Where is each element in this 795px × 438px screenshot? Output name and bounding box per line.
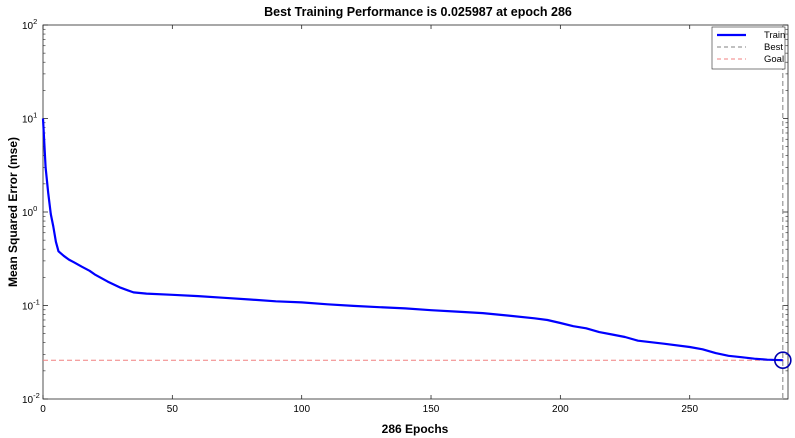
series-layer — [41, 25, 792, 399]
x-tick-label: 50 — [167, 404, 179, 415]
x-axis-label: 286 Epochs — [382, 422, 449, 436]
legend-goal-label: Goal — [764, 54, 784, 65]
plot-area — [42, 24, 789, 400]
y-tick-label: 101 — [22, 111, 37, 126]
x-tick-label: 250 — [681, 404, 698, 415]
x-tick-label: 200 — [552, 404, 569, 415]
x-tick-label: 100 — [293, 404, 310, 415]
y-tick-label: 10-2 — [22, 391, 40, 406]
legend-train-label: Train — [764, 30, 785, 41]
x-tick-label: 0 — [40, 404, 46, 415]
best-point-marker — [774, 351, 792, 370]
y-axis-ticks: 10-2 10-1 100 101 102 — [22, 17, 788, 406]
x-axis-ticks: 0 50 100 150 200 250 — [40, 25, 698, 415]
y-tick-label: 100 — [22, 204, 37, 219]
chart-title: Best Training Performance is 0.025987 at… — [264, 5, 572, 19]
train-line — [41, 118, 783, 362]
y-axis-label: Mean Squared Error (mse) — [6, 137, 20, 287]
legend: Train Best Goal — [711, 26, 786, 70]
y-tick-label: 10-1 — [22, 298, 40, 313]
y-tick-label: 102 — [22, 17, 37, 32]
x-tick-label: 150 — [423, 404, 440, 415]
legend-best-label: Best — [764, 42, 783, 53]
